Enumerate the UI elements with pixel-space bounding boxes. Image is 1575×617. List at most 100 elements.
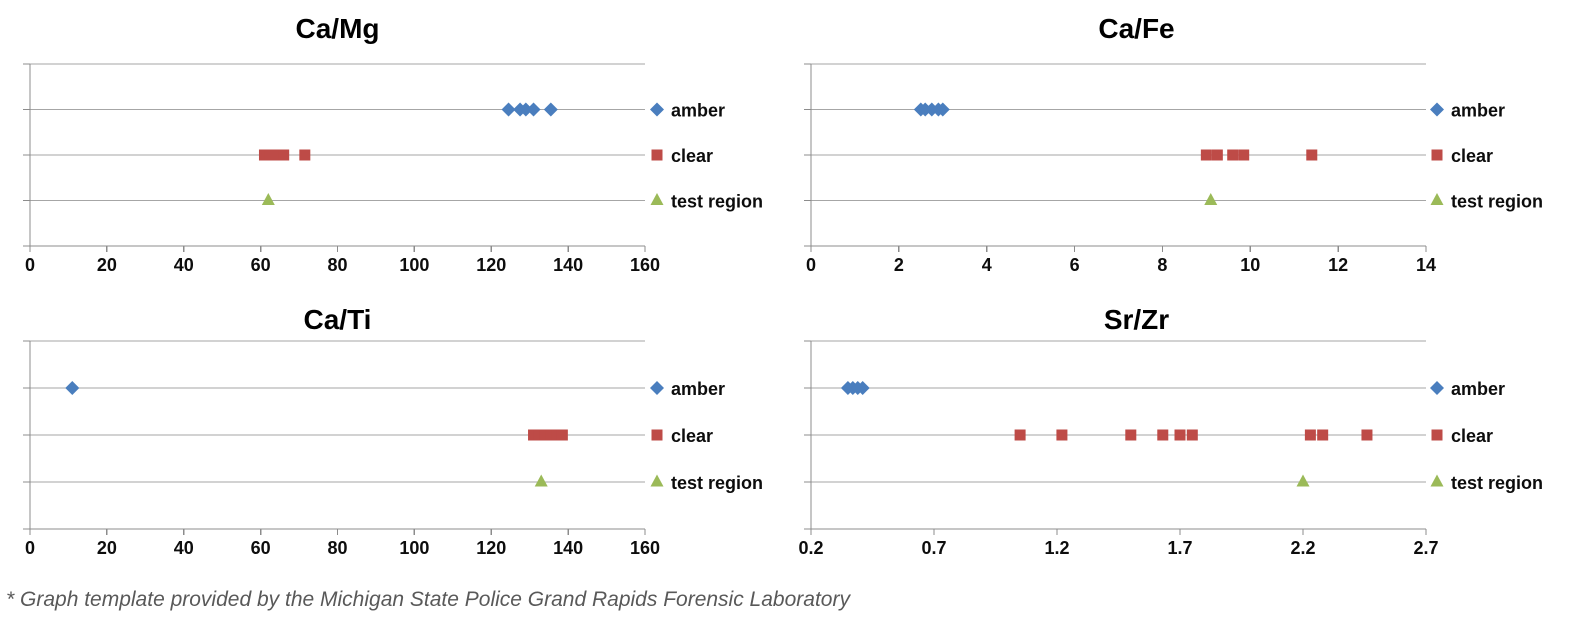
x-tick-label: 14 [1416, 255, 1436, 275]
test-region-point [534, 474, 548, 487]
legend-label-clear: clear [671, 426, 713, 446]
clear-point [258, 149, 270, 161]
chart-sr-zr: Sr/Zr 0.2 0.7 1.2 1.7 2.2 2.7 amber clear test re… [798, 304, 1543, 558]
x-tick-label: 140 [553, 538, 583, 558]
amber-point [501, 102, 516, 117]
clear-point [539, 429, 551, 441]
test-region-point [261, 193, 275, 205]
x-tick-label: 2.2 [1290, 538, 1315, 558]
x-tick-label: 100 [399, 538, 429, 558]
x-tick-label: 40 [174, 255, 194, 275]
chart-ca-fe: Ca/Fe 0 2 4 6 8 10 12 14 amber clear test region [804, 13, 1543, 275]
amber-point [855, 381, 870, 395]
legend-label-clear: clear [1451, 146, 1493, 166]
x-tick-label: 0.2 [798, 538, 823, 558]
x-tick-label: 60 [251, 538, 271, 558]
legend-label-test-region: test region [1451, 192, 1543, 212]
amber-point [935, 102, 950, 117]
chart-title: Sr/Zr [1104, 304, 1169, 335]
x-tick-label: 4 [982, 255, 992, 275]
x-tick-label: 40 [174, 538, 194, 558]
chart-cell-bottom-right: Sr/Zr 0.2 0.7 1.2 1.7 2.2 2.7 amber clear test re… [787, 297, 1574, 580]
amber-point [543, 102, 558, 117]
x-tick-label: 80 [327, 255, 347, 275]
legend-label-amber: amber [1451, 379, 1505, 399]
chart-cell-top-right: Ca/Fe 0 2 4 6 8 10 12 14 amber clear test region [787, 0, 1574, 297]
diamond-icon [1430, 381, 1444, 395]
chart-ca-mg: Ca/Mg 0 20 40 60 80 100 120 140 160 amber clear test… [23, 13, 763, 275]
x-tick-label: 80 [327, 538, 347, 558]
footnote: * Graph template provided by the Michiga… [6, 588, 850, 611]
clear-point [270, 149, 282, 161]
diamond-icon [650, 102, 664, 117]
x-tick-label: 0 [806, 255, 816, 275]
clear-point [1227, 149, 1239, 161]
x-tick-label: 120 [476, 538, 506, 558]
x-tick-label: 2.7 [1413, 538, 1438, 558]
diamond-icon [650, 381, 664, 395]
legend-label-clear: clear [671, 146, 713, 166]
clear-point [1125, 429, 1137, 441]
clear-point [545, 429, 557, 441]
clear-point [528, 429, 540, 441]
chart-title: Ca/Fe [1098, 13, 1174, 44]
clear-point [551, 429, 563, 441]
x-tick-label: 0.7 [921, 538, 946, 558]
x-tick-label: 6 [1070, 255, 1080, 275]
x-tick-label: 1.2 [1044, 538, 1069, 558]
amber-point [526, 102, 541, 117]
clear-point [1211, 149, 1223, 161]
x-tick-label: 0 [25, 255, 35, 275]
x-tick-label: 2 [894, 255, 904, 275]
legend-label-test-region: test region [671, 192, 763, 212]
clear-point [1056, 429, 1068, 441]
chart-ca-ti: Ca/Ti 0 20 40 60 80 100 120 140 160 amber clear test… [23, 304, 763, 558]
charts-grid: Ca/Mg 0 20 40 60 80 100 120 140 160 amber clear test… [0, 0, 1574, 580]
chart-cell-top-left: Ca/Mg 0 20 40 60 80 100 120 140 160 amber clear test… [0, 0, 787, 297]
clear-point [533, 429, 545, 441]
square-icon [651, 149, 663, 161]
test-region-point [1204, 193, 1218, 205]
legend-label-test-region: test region [671, 473, 763, 493]
triangle-icon [1430, 193, 1444, 205]
x-tick-label: 10 [1240, 255, 1260, 275]
diamond-icon [1430, 102, 1444, 117]
x-tick-label: 120 [476, 255, 506, 275]
test-region-point [1296, 474, 1310, 487]
amber-point [65, 381, 80, 395]
clear-point [1306, 149, 1318, 161]
clear-point [299, 149, 311, 161]
clear-point [556, 429, 568, 441]
legend-label-amber: amber [671, 101, 725, 121]
triangle-icon [1430, 474, 1444, 487]
clear-point [1200, 149, 1212, 161]
square-icon [651, 429, 663, 441]
legend-label-test-region: test region [1451, 473, 1543, 493]
x-tick-label: 160 [630, 538, 660, 558]
clear-point [1186, 429, 1198, 441]
x-tick-label: 60 [251, 255, 271, 275]
clear-point [1317, 429, 1329, 441]
clear-point [1238, 149, 1250, 161]
clear-point [1304, 429, 1316, 441]
legend-label-clear: clear [1451, 426, 1493, 446]
legend-label-amber: amber [1451, 101, 1505, 121]
x-tick-label: 1.7 [1167, 538, 1192, 558]
x-tick-label: 12 [1328, 255, 1348, 275]
chart-title: Ca/Ti [304, 304, 372, 335]
triangle-icon [650, 193, 664, 205]
x-tick-label: 0 [25, 538, 35, 558]
amber-point [518, 102, 533, 117]
clear-point [264, 149, 276, 161]
x-tick-label: 20 [97, 255, 117, 275]
x-tick-label: 160 [630, 255, 660, 275]
x-tick-label: 100 [399, 255, 429, 275]
clear-point [1361, 429, 1373, 441]
x-tick-label: 20 [97, 538, 117, 558]
x-tick-label: 140 [553, 255, 583, 275]
clear-point [1174, 429, 1186, 441]
legend-label-amber: amber [671, 379, 725, 399]
clear-point [1014, 429, 1026, 441]
triangle-icon [650, 474, 664, 487]
